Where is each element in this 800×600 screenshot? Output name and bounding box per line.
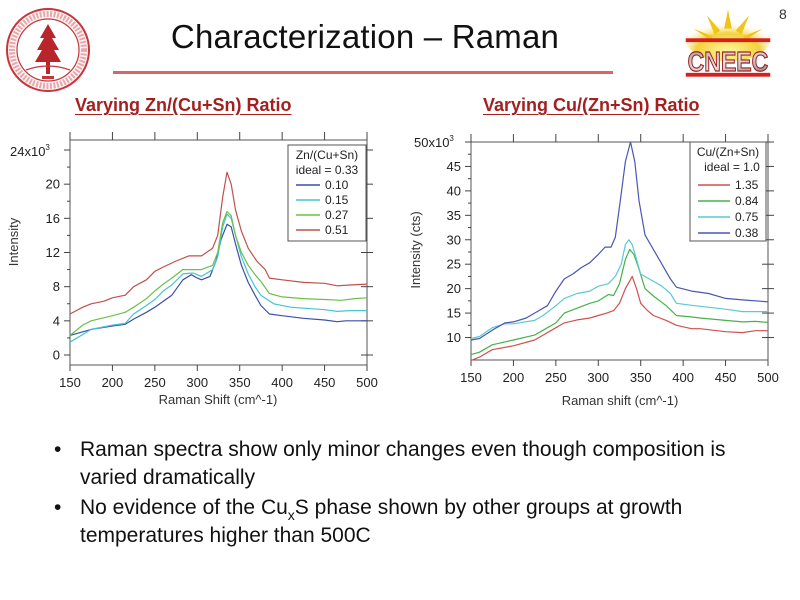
y-tick-label: 16 xyxy=(46,211,60,226)
legend-title: Cu/(Zn+Sn) xyxy=(697,145,759,159)
y-tick-label: 8 xyxy=(53,279,60,294)
legend-item-label: 0.84 xyxy=(735,194,759,208)
y-tick-label: 35 xyxy=(447,208,461,223)
y-tick-label: 25 xyxy=(447,257,461,272)
x-tick-label: 300 xyxy=(587,370,609,385)
y-tick-label: 10 xyxy=(447,330,461,345)
x-tick-label: 250 xyxy=(144,375,166,390)
bullet-symbol: • xyxy=(54,438,62,461)
y-tick-label: 0 xyxy=(53,348,60,363)
x-tick-label: 250 xyxy=(545,370,567,385)
y-axis-label: Intensity xyxy=(6,217,21,266)
x-tick-label: 450 xyxy=(314,375,336,390)
legend-subtitle: ideal = 1.0 xyxy=(704,160,760,174)
y-multiplier-label: 24x103 xyxy=(10,143,50,159)
y-tick-label: 45 xyxy=(447,159,461,174)
y-axis-label: Intensity (cts) xyxy=(408,211,423,288)
x-tick-label: 500 xyxy=(356,375,378,390)
legend-item-label: 0.10 xyxy=(325,178,349,192)
legend-subtitle: ideal = 0.33 xyxy=(296,163,359,177)
bullet-text: Raman spectra show only minor changes ev… xyxy=(80,438,726,489)
y-tick-label: 40 xyxy=(447,183,461,198)
x-tick-label: 200 xyxy=(503,370,525,385)
y-tick-label: 15 xyxy=(447,306,461,321)
x-axis-label: Raman shift (cm^-1) xyxy=(562,393,679,408)
x-tick-label: 150 xyxy=(59,375,81,390)
legend: Zn/(Cu+Sn) ideal = 0.33 0.100.150.270.51 xyxy=(287,144,367,242)
series-line-0-27 xyxy=(69,210,368,336)
series-line-0-84 xyxy=(470,248,769,356)
x-tick-label: 150 xyxy=(460,370,482,385)
title-separator xyxy=(113,71,613,74)
legend-item-label: 0.51 xyxy=(325,223,349,237)
y-tick-label: 20 xyxy=(46,177,60,192)
y-multiplier-label: 50x103 xyxy=(414,134,454,150)
legend-item-label: 0.75 xyxy=(735,210,759,224)
slide-title: Characterization – Raman xyxy=(170,18,560,55)
legend-item-label: 0.15 xyxy=(325,193,349,207)
legend-item-label: 1.35 xyxy=(735,178,759,192)
bullet-text: No evidence of the CuxS phase shown by o… xyxy=(80,496,683,547)
bullet-item: • No evidence of the CuxS phase shown by… xyxy=(52,494,772,550)
series-line-1-35 xyxy=(470,275,768,362)
y-tick-label: 30 xyxy=(447,232,461,247)
legend: Cu/(Zn+Sn) ideal = 1.0 1.35 0.84 0.75 0.38 xyxy=(689,141,767,242)
x-tick-label: 400 xyxy=(672,370,694,385)
legend-item-label: 0.27 xyxy=(325,208,349,222)
right-chart-subtitle: Varying Cu/(Zn+Sn) Ratio xyxy=(483,95,700,115)
legend-item-label: 0.38 xyxy=(735,226,759,240)
series-line-0-75 xyxy=(470,239,768,340)
bullet-symbol: • xyxy=(54,496,62,519)
bullet-list: • Raman spectra show only minor changes … xyxy=(52,436,772,552)
page-number: 8 xyxy=(779,6,787,22)
x-tick-label: 350 xyxy=(630,370,652,385)
stanford-seal-logo xyxy=(6,8,90,92)
left-chart-subtitle: Varying Zn/(Cu+Sn) Ratio xyxy=(75,95,292,115)
series-line-0-51 xyxy=(69,171,368,315)
y-tick-label: 4 xyxy=(53,313,60,328)
x-tick-label: 350 xyxy=(229,375,251,390)
cneec-logo: CNEEC xyxy=(683,9,773,77)
series-line-0-38 xyxy=(470,141,769,341)
y-tick-label: 20 xyxy=(447,281,461,296)
x-tick-label: 200 xyxy=(102,375,124,390)
x-tick-label: 500 xyxy=(757,370,779,385)
x-tick-label: 300 xyxy=(186,375,208,390)
y-tick-label: 12 xyxy=(46,245,60,260)
cu-ratio-raman-chart: 10 15 20 25 30 35 40 45 150 200 250 300 350 400 450 50… xyxy=(408,134,779,408)
x-axis-label: Raman Shift (cm^-1) xyxy=(159,392,278,407)
x-tick-label: 450 xyxy=(715,370,737,385)
zn-ratio-raman-chart: 0 4 8 12 16 20 150 200 250 300 350 400 450 500 24x10… xyxy=(6,132,378,407)
svg-text:CNEEC: CNEEC xyxy=(688,46,769,77)
legend-title: Zn/(Cu+Sn) xyxy=(296,148,358,162)
x-tick-label: 400 xyxy=(271,375,293,390)
bullet-item: • Raman spectra show only minor changes … xyxy=(52,436,772,492)
subscript-x: x xyxy=(287,507,295,523)
series-line-0-15 xyxy=(69,213,367,343)
plot-frame xyxy=(470,141,769,361)
